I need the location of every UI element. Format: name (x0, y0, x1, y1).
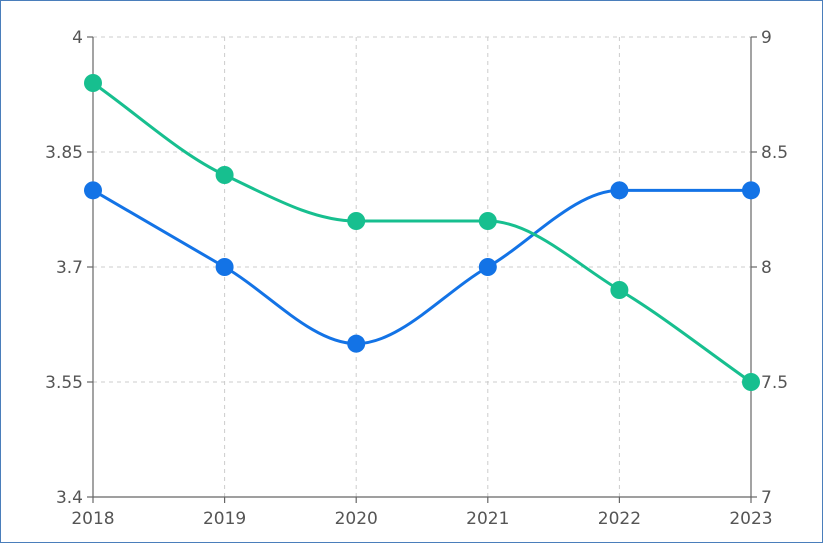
series-1-point (84, 181, 102, 200)
series-2-point (610, 281, 629, 299)
right-tick-label: 8.5 (761, 143, 788, 163)
series-group (84, 74, 760, 391)
x-tick-label: 2021 (466, 509, 509, 529)
series-1-point (347, 334, 366, 353)
left-tick-label: 3.55 (45, 373, 83, 393)
left-tick-label: 4 (72, 28, 83, 48)
series-2-point (84, 74, 102, 92)
series-2-point (215, 166, 234, 184)
x-tick-label: 2023 (729, 509, 772, 529)
left-tick-label: 3.7 (56, 258, 83, 278)
left-tick-label: 3.85 (45, 143, 83, 163)
series-1-point (610, 181, 629, 200)
series-2-point (347, 212, 366, 230)
series-1-point (478, 258, 497, 276)
x-tick-label: 2019 (203, 509, 246, 529)
grid-lines (93, 36, 751, 497)
left-tick-label: 3.4 (56, 488, 83, 508)
tick-labels: 3.4 3.55 3.7 3.85 4 7 7.5 8 8.5 9 2018 2019 2020 2021… (45, 28, 788, 529)
right-tick-label: 7.5 (761, 373, 788, 393)
right-tick-label: 8 (761, 258, 772, 278)
x-tick-label: 2020 (335, 509, 378, 529)
series-2-point (478, 212, 497, 230)
x-tick-label: 2018 (71, 509, 114, 529)
axes (87, 36, 757, 503)
series-1-point (215, 258, 234, 276)
series-2-point (742, 373, 760, 391)
series-1-point (742, 181, 760, 200)
right-tick-label: 7 (761, 488, 772, 508)
right-tick-label: 9 (761, 28, 772, 48)
series-line-2 (91, 81, 753, 384)
x-tick-label: 2022 (598, 509, 641, 529)
